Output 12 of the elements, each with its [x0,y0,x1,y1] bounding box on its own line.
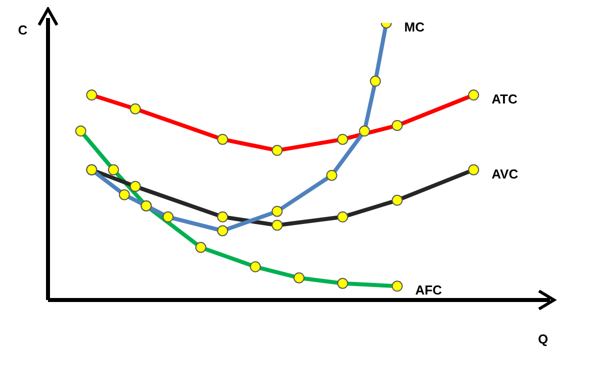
series-label: ATC [492,92,518,107]
point [392,194,403,206]
point [468,164,480,176]
y-axis-title: C [18,22,28,38]
point [217,211,228,222]
point [337,211,348,222]
series-label: MC [404,20,426,35]
point [130,180,141,192]
x-axis-title: Q [538,332,548,347]
point [272,220,283,231]
series-label: AFC [415,282,443,298]
series-label: AVC [492,166,519,182]
